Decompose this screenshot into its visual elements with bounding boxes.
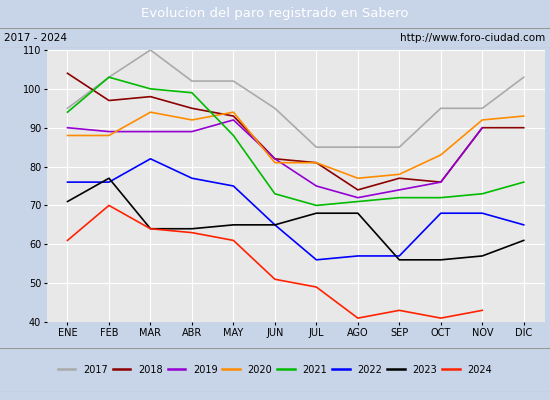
Legend: 2017, 2018, 2019, 2020, 2021, 2022, 2023, 2024: 2017, 2018, 2019, 2020, 2021, 2022, 2023…: [55, 362, 495, 378]
Text: Evolucion del paro registrado en Sabero: Evolucion del paro registrado en Sabero: [141, 8, 409, 20]
Text: 2017 - 2024: 2017 - 2024: [4, 33, 68, 43]
Text: http://www.foro-ciudad.com: http://www.foro-ciudad.com: [400, 33, 546, 43]
